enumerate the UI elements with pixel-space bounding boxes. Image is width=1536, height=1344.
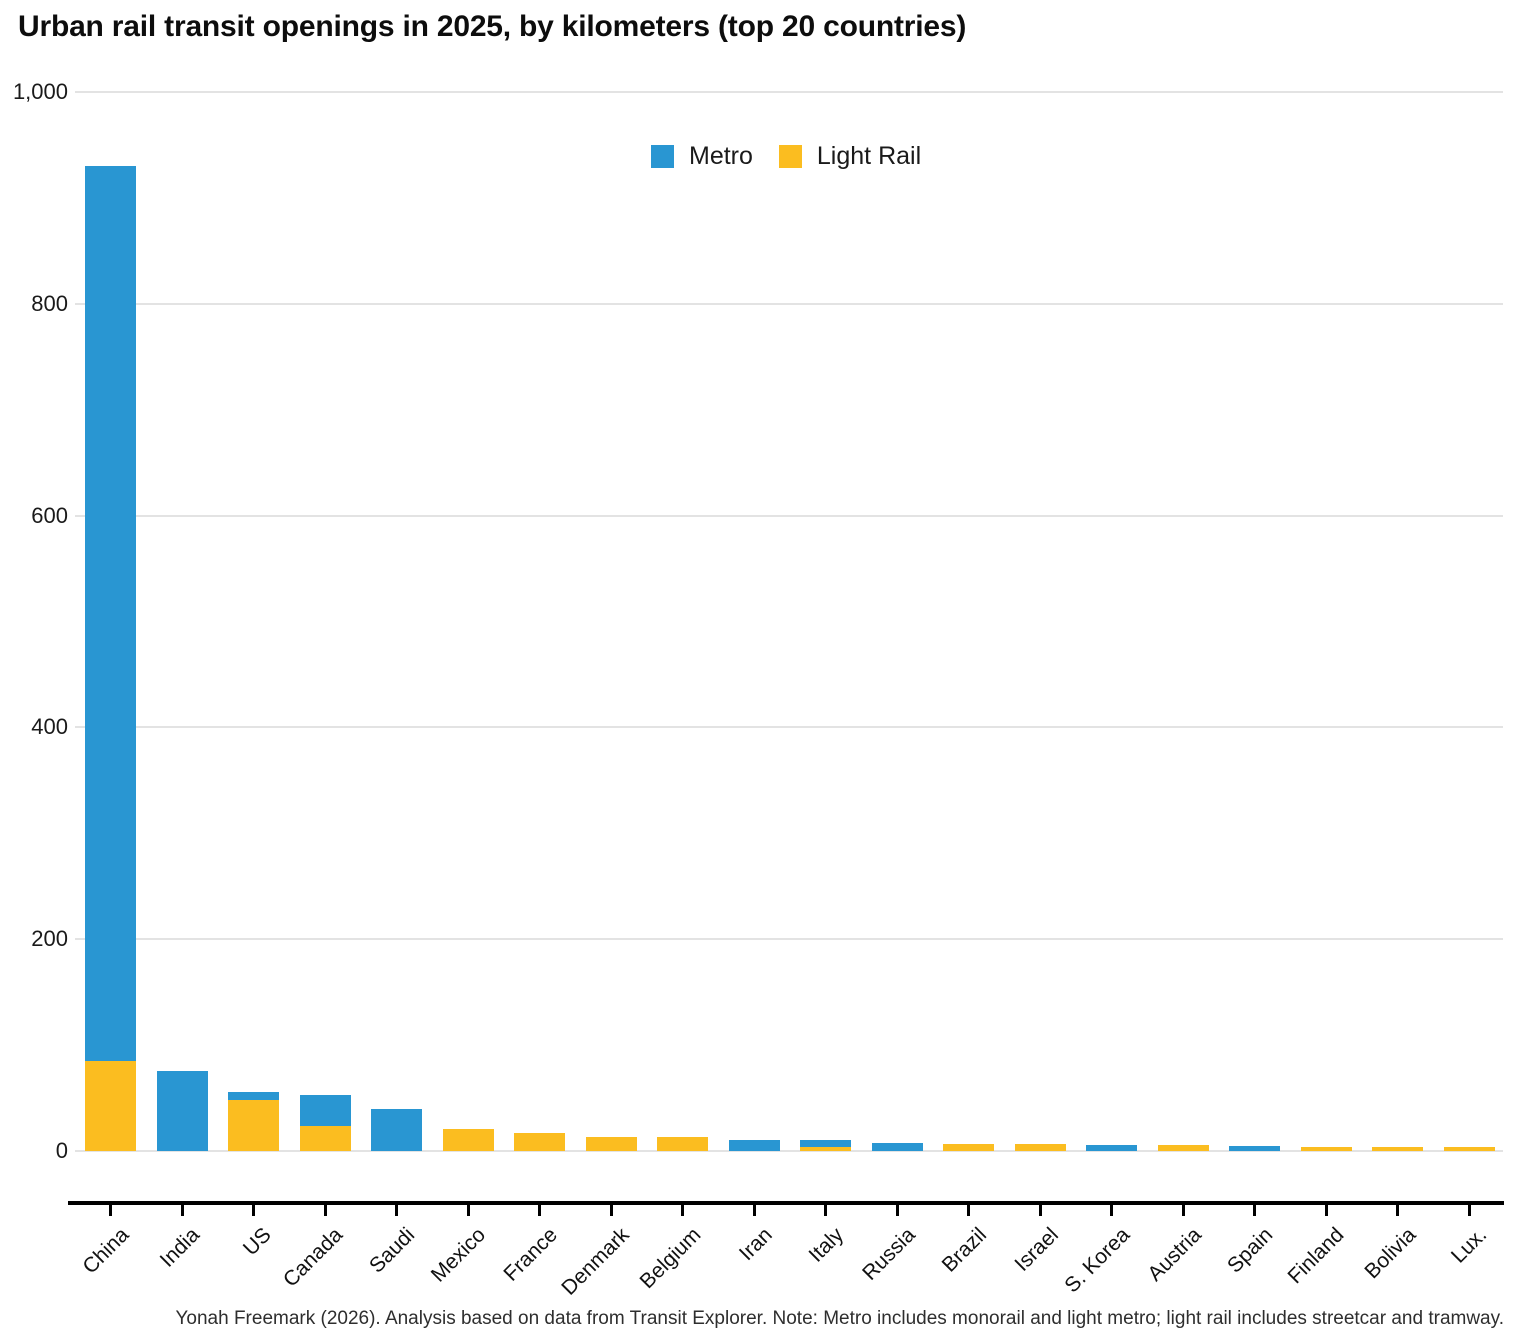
x-axis-label-Denmark: Denmark (557, 1223, 634, 1300)
bar-metro-US (228, 1091, 279, 1101)
bar-light-rail-Canada (299, 1125, 351, 1151)
bar-metro-Italy (800, 1140, 851, 1147)
gridline-800 (75, 302, 1503, 305)
bar-metro-S. Korea (1086, 1144, 1137, 1151)
x-tick-S. Korea (1110, 1205, 1113, 1216)
bar-metro-Iran (728, 1140, 780, 1151)
bar-light-rail-Bolivia (1372, 1147, 1423, 1151)
x-tick-Denmark (609, 1205, 613, 1216)
x-axis-label-Mexico: Mexico (427, 1223, 491, 1287)
bar-light-rail-China (85, 1060, 136, 1151)
x-axis-label-Lux.: Lux. (1447, 1223, 1492, 1268)
x-axis-label-Bolivia: Bolivia (1360, 1223, 1421, 1284)
bar-light-rail-Italy (800, 1146, 851, 1151)
y-axis-label-400: 400 (31, 714, 68, 740)
x-tick-Canada (323, 1205, 327, 1216)
bar-light-rail-Denmark (585, 1137, 637, 1151)
x-axis-label-Russia: Russia (857, 1223, 920, 1285)
bar-metro-Saudi (371, 1108, 422, 1151)
y-axis-label-600: 600 (31, 502, 68, 528)
x-tick-Mexico (466, 1205, 470, 1216)
x-tick-Spain (1253, 1205, 1256, 1216)
x-tick-Saudi (395, 1205, 398, 1216)
x-axis-label-Saudi: Saudi (364, 1223, 420, 1278)
x-axis-label-S. Korea: S. Korea (1060, 1223, 1135, 1298)
y-axis-label-200: 200 (31, 926, 68, 952)
x-axis-label-Finland: Finland (1283, 1223, 1349, 1289)
bar-light-rail-Lux. (1443, 1147, 1495, 1151)
bar-light-rail-Belgium (657, 1137, 708, 1151)
x-axis-line (68, 1201, 1504, 1205)
x-tick-Russia (895, 1205, 899, 1216)
gridline-400 (75, 726, 1503, 729)
x-axis-label-Israel: Israel (1009, 1223, 1063, 1276)
chart-title: Urban rail transit openings in 2025, by … (18, 10, 967, 43)
x-tick-Israel (1038, 1205, 1042, 1216)
legend-light-rail-label: Light Rail (816, 142, 922, 170)
x-axis-label-Italy: Italy (804, 1223, 849, 1267)
bar-light-rail-Israel (1014, 1144, 1066, 1151)
x-axis-label-Iran: Iran (734, 1223, 777, 1266)
legend-light-rail-swatch (778, 145, 802, 168)
bar-light-rail-Finland (1300, 1146, 1352, 1151)
x-tick-France (538, 1205, 541, 1216)
bar-metro-Canada (299, 1094, 351, 1126)
source-note: Yonah Freemark (2026). Analysis based on… (175, 1308, 1504, 1329)
x-tick-Brazil (967, 1205, 970, 1216)
x-tick-Iran (752, 1205, 756, 1216)
y-axis-label-0: 0 (55, 1138, 68, 1163)
x-axis-label-Brazil: Brazil (937, 1223, 992, 1277)
gridline-600 (75, 514, 1503, 517)
y-axis-label-800: 800 (31, 290, 68, 316)
x-axis-label-US: US (239, 1223, 277, 1261)
x-tick-Bolivia (1396, 1205, 1399, 1216)
x-tick-Italy (824, 1205, 827, 1216)
x-tick-Lux. (1467, 1205, 1471, 1216)
legend-metro-swatch (651, 145, 674, 168)
bar-light-rail-Brazil (943, 1143, 994, 1151)
gridline-0 (75, 1150, 1503, 1152)
x-tick-India (180, 1205, 184, 1216)
x-tick-Finland (1324, 1205, 1328, 1216)
gridline-1000 (75, 91, 1503, 93)
bar-metro-India (156, 1070, 208, 1151)
bar-metro-Spain (1229, 1145, 1280, 1151)
x-tick-Austria (1181, 1205, 1185, 1216)
x-axis-label-China: China (77, 1223, 134, 1279)
x-tick-US (252, 1205, 255, 1216)
bar-light-rail-Mexico (442, 1128, 494, 1151)
bar-metro-Russia (871, 1142, 923, 1151)
bar-light-rail-Austria (1157, 1145, 1209, 1151)
x-axis-label-France: France (499, 1223, 563, 1286)
x-axis-label-India: India (156, 1223, 205, 1272)
x-axis-label-Spain: Spain (1222, 1223, 1278, 1278)
x-axis-label-Belgium: Belgium (635, 1223, 706, 1294)
bar-light-rail-US (228, 1100, 279, 1151)
x-axis-label-Canada: Canada (279, 1223, 348, 1292)
x-axis-label-Austria: Austria (1143, 1223, 1206, 1286)
y-axis-label-1000: 1,000 (12, 79, 68, 104)
bar-light-rail-France (514, 1132, 565, 1151)
legend: Metro Light Rail (651, 142, 947, 171)
gridline-200 (75, 938, 1503, 941)
x-tick-Belgium (681, 1205, 684, 1216)
legend-metro-label: Metro (689, 142, 753, 170)
bar-metro-China (85, 166, 136, 1061)
x-tick-China (109, 1205, 112, 1216)
